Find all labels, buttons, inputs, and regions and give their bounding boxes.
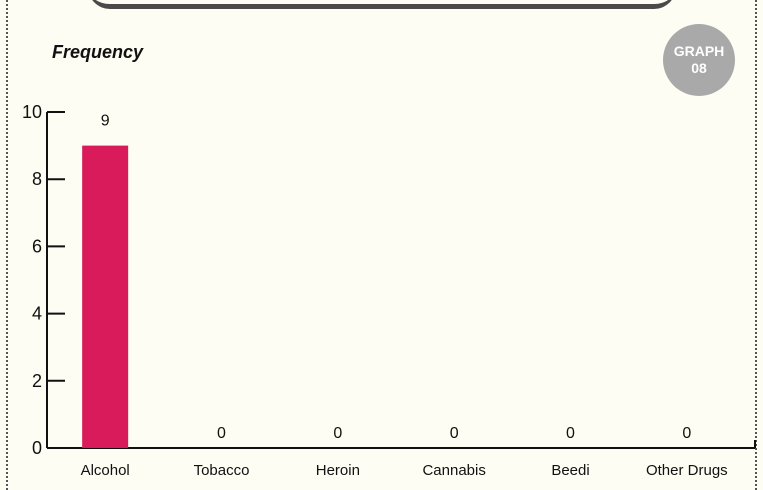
y-tick-label-8: 8 bbox=[32, 169, 42, 189]
bar-alcohol bbox=[82, 145, 129, 448]
frame-right-border bbox=[755, 0, 757, 490]
frame-left-border bbox=[6, 0, 8, 490]
data-label-beedi: 0 bbox=[566, 425, 575, 442]
chart-axes bbox=[46, 111, 756, 449]
top-decorative-bar bbox=[88, 0, 676, 9]
data-label-heroin: 0 bbox=[333, 425, 342, 442]
y-tick-label-4: 4 bbox=[32, 304, 42, 324]
category-label-tobacco: Tobacco bbox=[194, 462, 250, 479]
category-label-heroin: Heroin bbox=[316, 462, 360, 479]
data-label-cannabis: 0 bbox=[450, 425, 459, 442]
data-label-alcohol: 9 bbox=[101, 113, 110, 130]
category-label-alcohol: Alcohol bbox=[81, 462, 130, 479]
y-axis-title: Frequency bbox=[52, 42, 144, 62]
category-label-cannabis: Cannabis bbox=[422, 462, 485, 479]
y-tick-label-0: 0 bbox=[32, 438, 42, 458]
chart-bars bbox=[82, 145, 129, 448]
data-label-other-drugs: 0 bbox=[682, 425, 691, 442]
graph-badge: GRAPH 08 bbox=[663, 24, 735, 96]
y-tick-label-2: 2 bbox=[32, 371, 42, 391]
category-label-other-drugs: Other Drugs bbox=[646, 462, 728, 479]
graph-badge-number: 08 bbox=[691, 60, 707, 76]
category-label-beedi: Beedi bbox=[551, 462, 589, 479]
chart-labels: 0 2 4 6 8 10 9 Alcohol 0 Tobacco 0 Heroin 0 Cannabis 0… bbox=[22, 102, 728, 479]
graph-badge-word: GRAPH bbox=[673, 43, 725, 59]
y-tick-label-10: 10 bbox=[22, 102, 42, 122]
data-label-tobacco: 0 bbox=[217, 425, 226, 442]
y-tick-label-6: 6 bbox=[32, 236, 42, 256]
